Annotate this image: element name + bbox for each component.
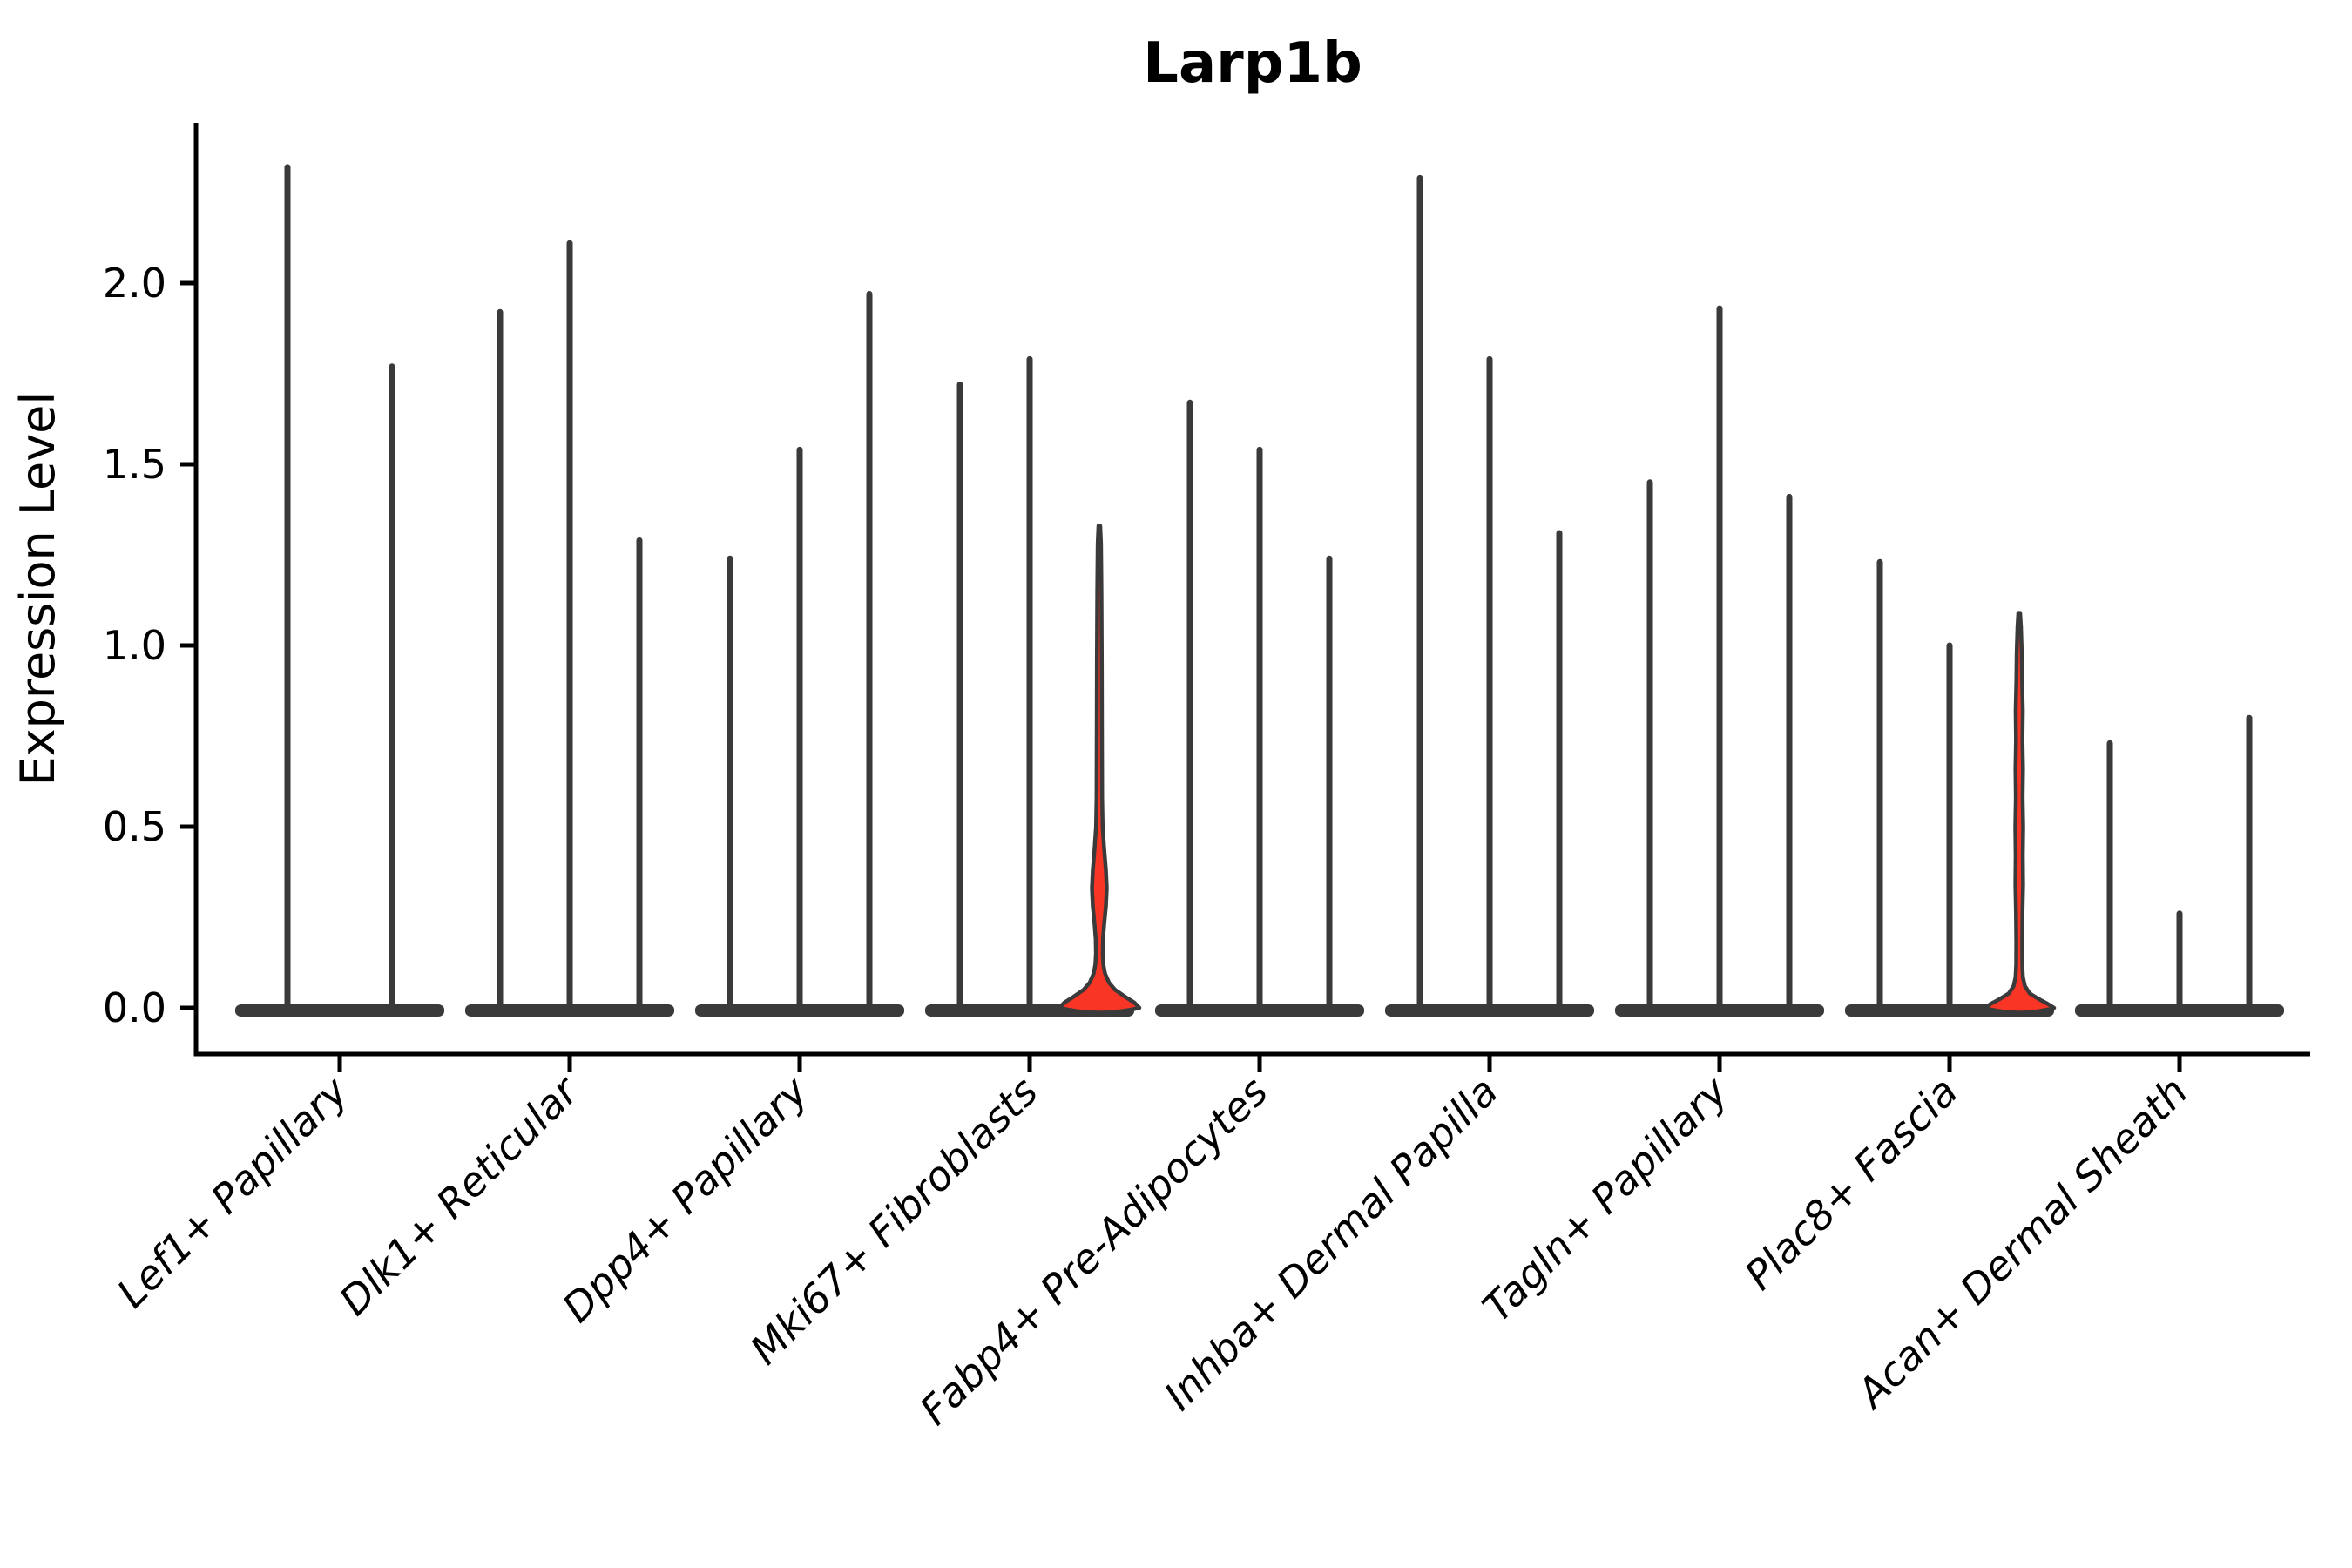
x-tick-label: Tagln+ Papillary bbox=[1473, 1067, 1737, 1331]
y-tick-label: 0.0 bbox=[103, 984, 166, 1031]
y-axis-ticks: 0.0 0.5 1.0 1.5 2.0 bbox=[103, 260, 196, 1031]
x-tick-label: Dlk1+ Reticular bbox=[330, 1065, 589, 1324]
x-tick-label: Dpp4+ Papillary bbox=[553, 1067, 817, 1331]
y-tick-label: 2.0 bbox=[103, 260, 166, 307]
violin-base bbox=[235, 1004, 444, 1017]
violin-highlighted bbox=[1057, 524, 1142, 1015]
violin-group bbox=[925, 355, 1142, 1017]
violin-group bbox=[695, 291, 904, 1017]
violin-group bbox=[465, 240, 674, 1017]
x-tick-label: Plac8+ Fascia bbox=[1735, 1068, 1966, 1299]
violin-group bbox=[1155, 399, 1364, 1017]
violins-layer bbox=[235, 164, 2284, 1017]
y-tick-label: 0.5 bbox=[103, 803, 166, 850]
y-axis-label: Expression Level bbox=[10, 392, 65, 787]
chart-title: Larp1b bbox=[1143, 31, 1362, 96]
violin-group bbox=[2075, 714, 2284, 1017]
violin-group bbox=[235, 164, 444, 1017]
violin-group bbox=[1615, 305, 1824, 1017]
x-tick-label: Lef1+ Papillary bbox=[108, 1067, 357, 1316]
y-tick-label: 1.0 bbox=[103, 622, 166, 669]
violin-highlighted bbox=[1982, 611, 2057, 1015]
violin-group bbox=[1845, 558, 2057, 1017]
axis-spine bbox=[193, 123, 2310, 1057]
violin-group bbox=[1385, 174, 1594, 1017]
axis-spines bbox=[193, 123, 2310, 1057]
y-tick-label: 1.5 bbox=[103, 441, 166, 488]
